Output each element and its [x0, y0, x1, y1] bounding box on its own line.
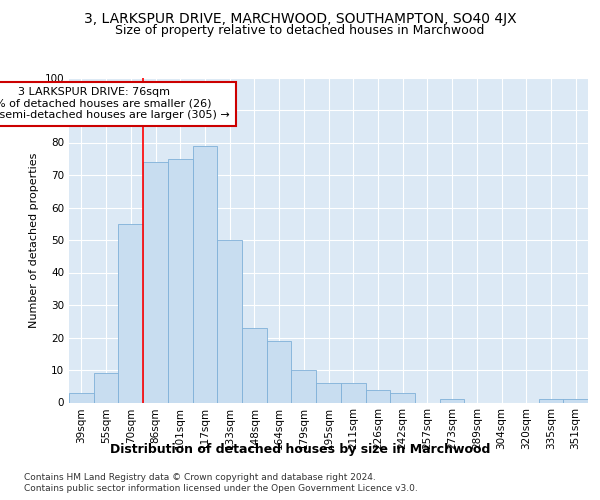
Bar: [94, 373, 118, 402]
Text: Contains public sector information licensed under the Open Government Licence v3: Contains public sector information licen…: [24, 484, 418, 493]
Bar: [242, 328, 267, 402]
Text: 3 LARKSPUR DRIVE: 76sqm
← 8% of detached houses are smaller (26)
91% of semi-det: 3 LARKSPUR DRIVE: 76sqm ← 8% of detached…: [0, 87, 230, 120]
Bar: [217, 240, 242, 402]
Y-axis label: Number of detached properties: Number of detached properties: [29, 152, 39, 328]
Text: Contains HM Land Registry data © Crown copyright and database right 2024.: Contains HM Land Registry data © Crown c…: [24, 472, 376, 482]
Bar: [390, 393, 415, 402]
Bar: [193, 146, 217, 403]
Bar: [316, 383, 341, 402]
Bar: [118, 224, 143, 402]
Bar: [143, 162, 168, 402]
Bar: [440, 399, 464, 402]
Text: Size of property relative to detached houses in Marchwood: Size of property relative to detached ho…: [115, 24, 485, 37]
Text: 3, LARKSPUR DRIVE, MARCHWOOD, SOUTHAMPTON, SO40 4JX: 3, LARKSPUR DRIVE, MARCHWOOD, SOUTHAMPTO…: [83, 12, 517, 26]
Bar: [267, 341, 292, 402]
Bar: [69, 393, 94, 402]
Text: Distribution of detached houses by size in Marchwood: Distribution of detached houses by size …: [110, 442, 490, 456]
Bar: [168, 159, 193, 402]
Bar: [341, 383, 365, 402]
Bar: [365, 390, 390, 402]
Bar: [539, 399, 563, 402]
Bar: [292, 370, 316, 402]
Bar: [563, 399, 588, 402]
